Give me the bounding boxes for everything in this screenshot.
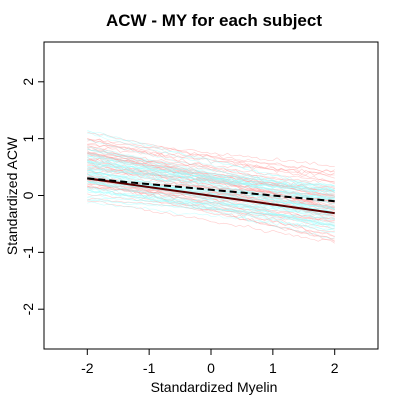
x-tick-label: 1 <box>269 360 277 376</box>
subject-line-109 <box>87 189 335 215</box>
subject-line-108 <box>87 168 335 231</box>
x-tick-label: 0 <box>207 360 215 376</box>
subject-line-23 <box>87 138 335 168</box>
dashed-fit-line <box>87 177 335 203</box>
subject-line-103 <box>87 176 335 214</box>
solid-fit-line <box>87 177 335 215</box>
subject-line-117 <box>87 161 335 202</box>
subject-line-92 <box>87 131 335 192</box>
subject-line-112 <box>87 159 335 224</box>
chart-title: ACW - MY for each subject <box>106 11 322 30</box>
subject-line-119 <box>87 201 335 231</box>
x-tick-label: 2 <box>331 360 339 376</box>
subject-line-63 <box>87 130 335 191</box>
subject-line-90 <box>87 188 335 231</box>
subject-line-118 <box>87 156 335 190</box>
subject-line-114 <box>87 172 335 191</box>
x-tick-label: -2 <box>81 360 94 376</box>
subject-line-110 <box>87 151 335 203</box>
y-axis: -2 -1 0 1 2 <box>20 78 44 316</box>
subject-line-97 <box>87 180 335 225</box>
y-tick-label: -1 <box>20 246 36 259</box>
y-axis-label: Standardized ACW <box>4 136 20 255</box>
subject-line-70 <box>87 139 335 199</box>
subject-line-111 <box>87 161 335 187</box>
subject-line-102 <box>87 180 335 234</box>
subject-line-57 <box>87 200 335 244</box>
subject-line-83 <box>87 160 335 214</box>
subject-line-95 <box>87 158 335 200</box>
y-tick-label: -2 <box>20 303 36 316</box>
y-tick-label: 0 <box>20 191 36 199</box>
series-layer <box>87 177 335 215</box>
subject-line-66 <box>87 194 335 215</box>
x-tick-label: -1 <box>143 360 156 376</box>
x-axis-label: Standardized Myelin <box>151 379 278 395</box>
subject-line-96 <box>87 171 335 211</box>
subject-line-106 <box>87 133 335 198</box>
subject-line-115 <box>87 154 335 214</box>
x-axis: -2 -1 0 1 2 <box>81 349 339 376</box>
y-tick-label: 1 <box>20 135 36 143</box>
y-tick-label: 2 <box>20 78 36 86</box>
